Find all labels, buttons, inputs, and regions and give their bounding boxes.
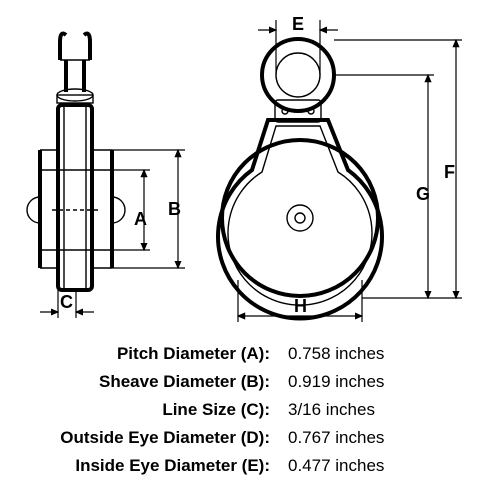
- pulley-diagram: A B C E F G H: [0, 0, 500, 330]
- dim-G-label: G: [416, 184, 430, 204]
- spec-row: Outside Eye Diameter (D): 0.767 inches: [30, 424, 470, 452]
- spec-value: 0.477 inches: [288, 456, 470, 476]
- spec-row: Sheave Diameter (B): 0.919 inches: [30, 368, 470, 396]
- spec-label: Pitch Diameter (A):: [30, 344, 288, 364]
- dim-C-label: C: [60, 292, 73, 312]
- dim-B-label: B: [168, 199, 181, 219]
- dim-A-label: A: [134, 209, 147, 229]
- spec-row: Line Size (C): 3/16 inches: [30, 396, 470, 424]
- spec-row: Pitch Diameter (A): 0.758 inches: [30, 340, 470, 368]
- spec-row: Inside Eye Diameter (E): 0.477 inches: [30, 452, 470, 480]
- spec-value: 3/16 inches: [288, 400, 470, 420]
- spec-value: 0.758 inches: [288, 344, 470, 364]
- spec-table: Pitch Diameter (A): 0.758 inches Sheave …: [30, 340, 470, 480]
- spec-label: Inside Eye Diameter (E):: [30, 456, 288, 476]
- spec-label: Outside Eye Diameter (D):: [30, 428, 288, 448]
- dim-E-label: E: [292, 14, 304, 34]
- spec-label: Sheave Diameter (B):: [30, 372, 288, 392]
- dim-H-label: H: [294, 296, 307, 316]
- spec-label: Line Size (C):: [30, 400, 288, 420]
- spec-value: 0.767 inches: [288, 428, 470, 448]
- spec-value: 0.919 inches: [288, 372, 470, 392]
- dim-F-label: F: [444, 162, 455, 182]
